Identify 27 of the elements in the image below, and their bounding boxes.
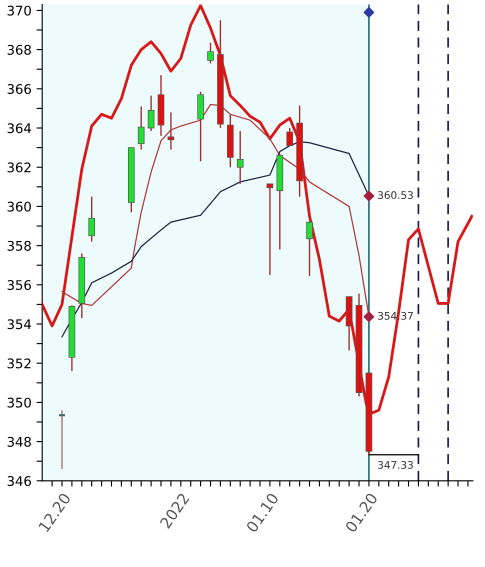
y-tick-label: 360 — [8, 202, 31, 212]
point — [364, 311, 374, 322]
y-tick-label: 362 — [8, 162, 30, 172]
candlestick — [207, 42, 214, 64]
point — [364, 7, 374, 18]
point — [364, 190, 374, 202]
y-tick-label: 368 — [8, 44, 31, 55]
y-tick-label: 352 — [8, 358, 30, 368]
candlestick — [266, 183, 274, 276]
candlestick — [286, 127, 294, 146]
y-tick-label: 350 — [8, 398, 31, 408]
candlestick — [88, 196, 96, 242]
y-tick-label: 356 — [8, 280, 31, 290]
candlestick — [236, 130, 244, 185]
candlestick — [306, 221, 313, 277]
candlestick — [168, 112, 174, 150]
y-tick-label: 370 — [8, 6, 31, 16]
annotation: 347.33 — [378, 461, 413, 469]
candlestick — [138, 106, 145, 150]
candlestick — [148, 94, 154, 132]
y-tick-label: 346 — [8, 476, 31, 486]
y-tick-label: 364 — [8, 123, 32, 134]
y-tick-label: 348 — [8, 436, 31, 447]
annotation: 360.53 — [378, 191, 413, 200]
y-tick-label: 354 — [8, 319, 32, 330]
y-tick-label: 366 — [8, 84, 31, 94]
y-tick-label: 358 — [8, 240, 31, 251]
